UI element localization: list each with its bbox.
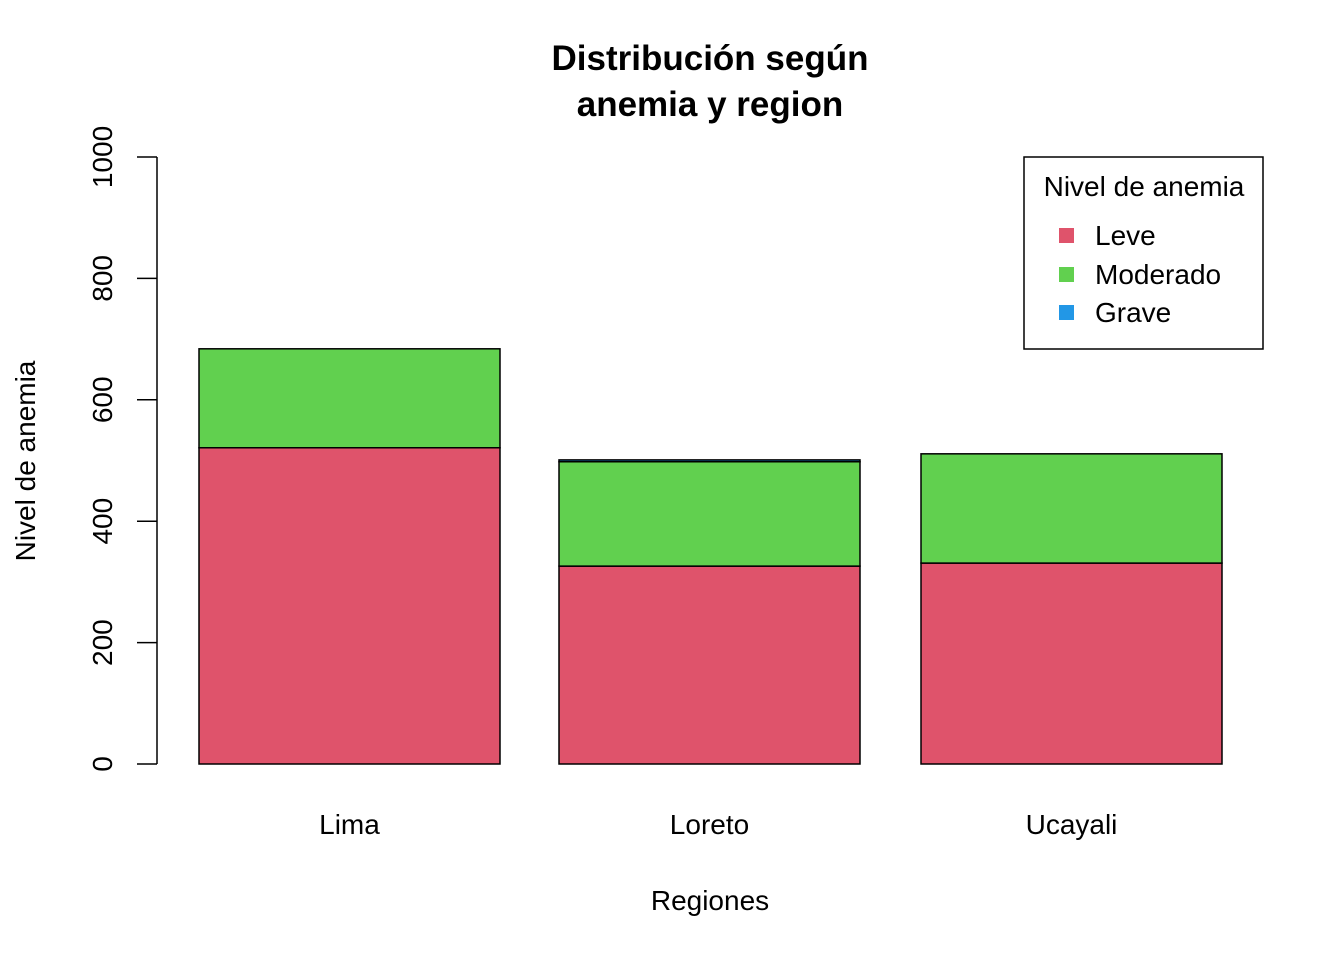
- y-axis-title: Nivel de anemia: [10, 360, 41, 561]
- x-tick-labels: Lima Loreto Ucayali: [319, 809, 1117, 840]
- chart-title-line-2: anemia y region: [577, 85, 843, 124]
- bar-lima-leve: [198, 447, 501, 765]
- legend-swatch-leve: [1059, 228, 1074, 243]
- y-tick-label: 0: [87, 756, 118, 772]
- legend-swatch-grave: [1059, 305, 1074, 320]
- bar-loreto-moderado: [558, 460, 861, 567]
- legend-items: Leve Moderado Grave: [1059, 220, 1221, 328]
- legend-swatch-moderado: [1059, 267, 1074, 282]
- x-axis-title: Regiones: [651, 885, 769, 916]
- y-tick-label: 1000: [87, 126, 118, 188]
- legend: Nivel de anemia Leve Moderado Grave: [1023, 156, 1264, 350]
- x-tick-label: Ucayali: [1026, 809, 1118, 840]
- bar-ucayali-leve: [920, 562, 1223, 765]
- legend-label-leve: Leve: [1095, 220, 1156, 251]
- legend-box: [1023, 156, 1264, 350]
- x-tick-label: Loreto: [670, 809, 749, 840]
- y-axis: 0 200 400 600 800 1000: [87, 126, 158, 772]
- bar-loreto-grave: [558, 459, 861, 463]
- legend-label-grave: Grave: [1095, 297, 1171, 328]
- x-tick-label: Lima: [319, 809, 380, 840]
- y-tick-label: 400: [87, 498, 118, 545]
- y-tick-label: 800: [87, 255, 118, 302]
- y-tick-label: 600: [87, 376, 118, 423]
- bar-lima-moderado: [198, 348, 501, 449]
- legend-title: Nivel de anemia: [1044, 171, 1245, 202]
- y-tick-label: 200: [87, 619, 118, 666]
- bars-group: [198, 348, 1223, 765]
- bar-loreto-leve: [558, 565, 861, 765]
- chart-title-line-1: Distribución según: [552, 39, 869, 78]
- bar-ucayali-moderado: [920, 453, 1223, 564]
- legend-label-moderado: Moderado: [1095, 259, 1221, 290]
